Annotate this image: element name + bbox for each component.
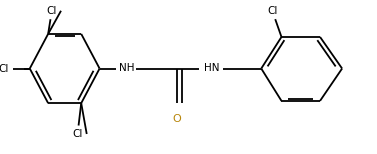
Text: Cl: Cl [47,6,57,16]
Text: Cl: Cl [267,6,277,16]
Text: NH: NH [120,63,135,73]
Text: Cl: Cl [72,129,83,139]
Text: HN: HN [204,63,219,73]
Text: O: O [172,114,181,124]
Text: Cl: Cl [0,64,9,73]
